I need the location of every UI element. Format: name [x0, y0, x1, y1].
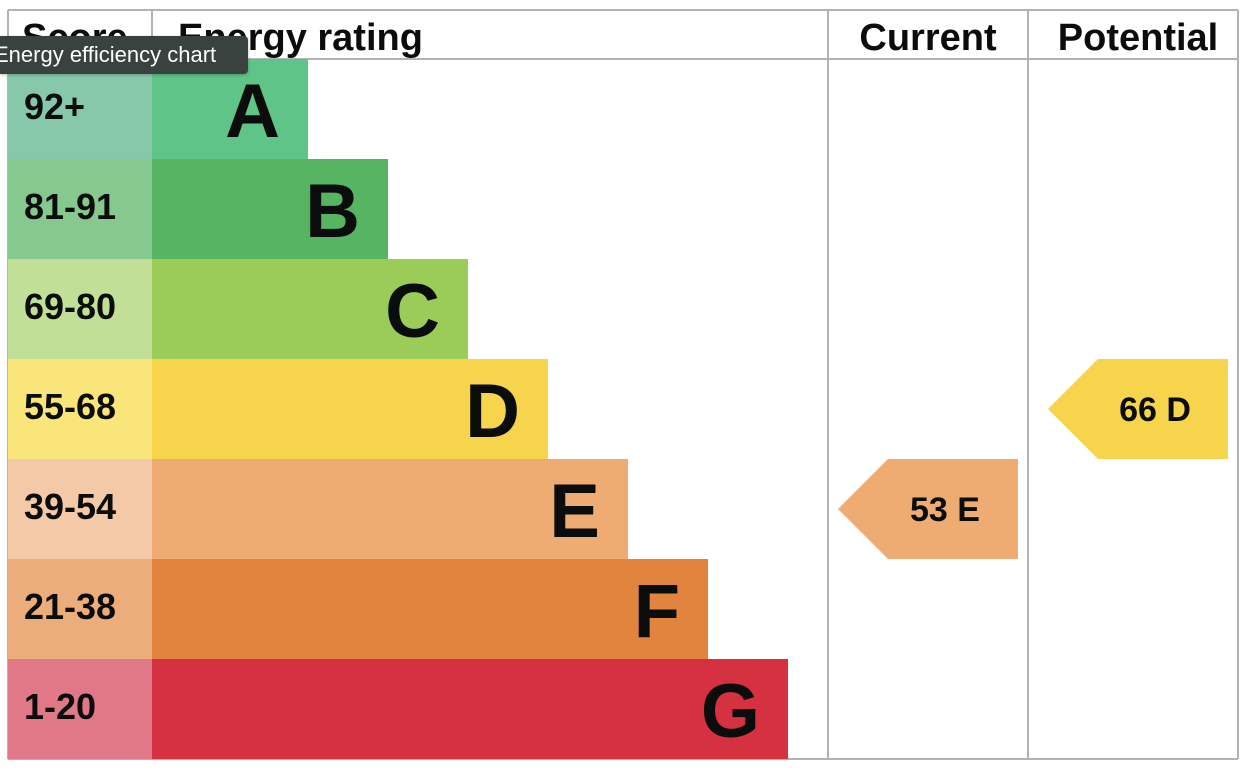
- score-range-d: 55-68: [24, 386, 116, 427]
- potential-arrow: [1048, 359, 1228, 459]
- band-letter-g: G: [701, 669, 760, 754]
- score-cell-g: [8, 659, 152, 759]
- score-cell-a: [8, 59, 152, 159]
- score-range-e: 39-54: [24, 486, 116, 527]
- rating-arrows: 53 E 66 D: [838, 359, 1228, 559]
- band-letter-e: E: [549, 469, 600, 554]
- score-range-g: 1-20: [24, 686, 96, 727]
- band-bar-a: [152, 59, 308, 159]
- band-letter-a: A: [225, 69, 280, 154]
- band-bar-b: [152, 159, 388, 259]
- score-range-c: 69-80: [24, 286, 116, 327]
- header-potential: Potential: [1058, 17, 1218, 59]
- score-cell-b: [8, 159, 152, 259]
- score-range-b: 81-91: [24, 186, 116, 227]
- band-letter-c: C: [385, 269, 440, 354]
- score-cell-f: [8, 559, 152, 659]
- chart-tooltip: Energy efficiency chart: [0, 36, 248, 74]
- band-letter-d: D: [465, 369, 520, 454]
- current-rating-label: 53 E: [910, 491, 980, 529]
- score-cell-c: [8, 259, 152, 359]
- score-cell-d: [8, 359, 152, 459]
- band-bar-g: [152, 659, 788, 759]
- score-cell-e: [8, 459, 152, 559]
- potential-rating-label: 66 D: [1119, 391, 1191, 429]
- score-range-a: 92+: [24, 86, 85, 127]
- band-letter-b: B: [305, 169, 360, 254]
- header-current: Current: [859, 17, 997, 59]
- table-header: Score Energy rating Current Potential: [22, 17, 1218, 59]
- score-range-f: 21-38: [24, 586, 116, 627]
- band-letter-f: F: [634, 569, 680, 654]
- rating-bands: 92+ A 81-91 B 69-80 C 55-68 D 39-54 E 21-38 F 1-20 G: [8, 59, 788, 759]
- band-bar-c: [152, 259, 468, 359]
- band-bar-d: [152, 359, 548, 459]
- band-bar-f: [152, 559, 708, 659]
- band-bar-e: [152, 459, 628, 559]
- current-arrow: [838, 459, 1018, 559]
